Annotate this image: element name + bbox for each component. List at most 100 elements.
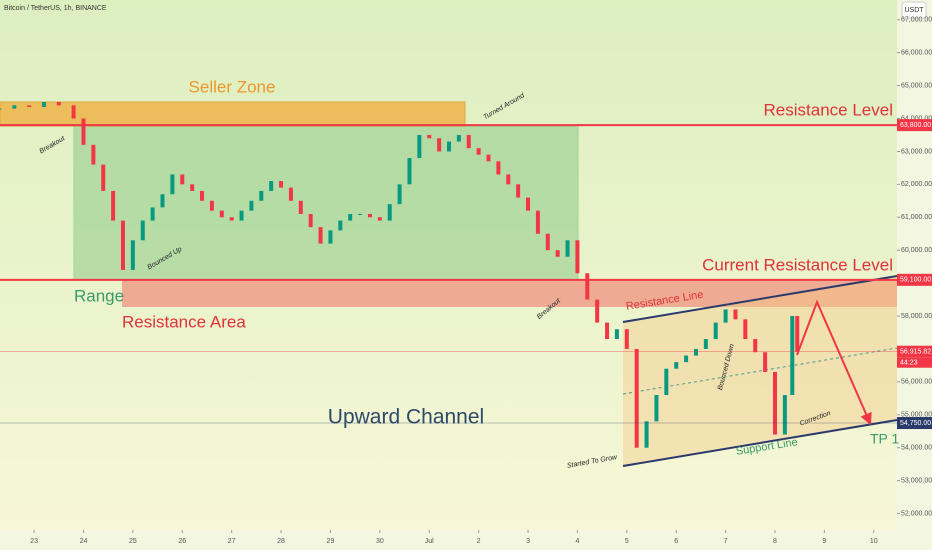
candle: [446, 141, 451, 152]
annotation: Resistance Level: [764, 100, 893, 119]
y-tick-label: 62,000.00: [901, 181, 932, 188]
level-label: 56,915.82: [900, 349, 931, 356]
candle: [733, 309, 738, 320]
candle: [259, 190, 264, 201]
annotation: Seller Zone: [189, 77, 276, 96]
candle: [753, 339, 758, 353]
y-tick-label: 60,000.00: [901, 247, 932, 254]
candle: [170, 174, 175, 195]
x-tick-label: 25: [129, 538, 137, 545]
candle: [308, 213, 313, 228]
candle: [575, 240, 580, 274]
resistance-line: [622, 275, 898, 323]
x-tick-label: 28: [277, 538, 285, 545]
candle: [427, 134, 432, 139]
candle: [288, 187, 293, 201]
candle: [387, 204, 392, 221]
y-tick-label: 66,000.00: [901, 50, 932, 57]
x-tick-label: 26: [178, 538, 186, 545]
y-tick-label: 65,000.00: [901, 82, 932, 89]
candle: [605, 322, 610, 340]
candle: [466, 134, 471, 149]
candle: [407, 158, 412, 185]
candle: [614, 329, 619, 340]
candle: [130, 240, 135, 270]
candle: [565, 240, 570, 257]
y-tick-label: 54,000.00: [901, 445, 932, 452]
candle: [772, 371, 777, 435]
candle: [654, 395, 659, 422]
candle: [516, 184, 521, 198]
candle: [71, 105, 76, 119]
candle: [535, 210, 540, 234]
x-tick-label: 2: [477, 538, 481, 545]
candle: [417, 134, 422, 159]
candle: [318, 227, 323, 244]
countdown-tag: [897, 357, 932, 368]
candle: [526, 197, 531, 211]
level-tag: [897, 119, 932, 132]
channel-mid: [622, 347, 898, 395]
candle: [12, 105, 17, 109]
candle: [496, 161, 501, 175]
candle: [111, 190, 116, 221]
x-tick-label: 6: [674, 538, 678, 545]
candle: [81, 118, 86, 145]
seller-zone: [0, 101, 466, 127]
candle: [723, 309, 728, 323]
x-tick-label: 7: [724, 538, 728, 545]
support-line: [622, 419, 898, 467]
candle: [229, 217, 234, 221]
candle: [209, 200, 214, 211]
candle: [790, 316, 795, 396]
candle: [140, 220, 145, 241]
level-label: 63,800.00: [900, 122, 931, 129]
annotation: TP 1: [870, 431, 900, 447]
candle: [358, 213, 363, 215]
candle: [219, 210, 224, 218]
candle: [150, 207, 155, 221]
x-tick-label: 29: [327, 538, 335, 545]
currency-label: USDT: [904, 7, 924, 14]
candle: [703, 339, 708, 349]
x-tick-label: 4: [575, 538, 579, 545]
x-tick-label: 27: [228, 538, 236, 545]
candle: [348, 213, 353, 221]
candle: [180, 174, 185, 185]
candle: [743, 319, 748, 340]
candle: [200, 190, 205, 201]
x-tick-label: 24: [80, 538, 88, 545]
candle: [664, 368, 669, 396]
x-tick-label: 3: [526, 538, 530, 545]
candle: [684, 355, 689, 363]
candle: [693, 348, 698, 356]
candle: [486, 154, 491, 162]
candle: [585, 273, 590, 300]
y-tick-label: 63,000.00: [901, 148, 932, 155]
candle: [367, 213, 372, 218]
level-label: 54,750.00: [900, 420, 931, 427]
range-zone: [73, 125, 579, 281]
candle: [27, 105, 32, 107]
level-tag: [897, 273, 932, 286]
y-tick-label: 58,000.00: [901, 313, 932, 320]
x-tick-label: 30: [376, 538, 384, 545]
candle: [41, 102, 46, 107]
annotation: Current Resistance Level: [702, 255, 893, 274]
candle: [101, 164, 106, 191]
candle: [239, 210, 244, 221]
annotation: Upward Channel: [328, 406, 484, 429]
candle: [269, 181, 274, 191]
candle: [190, 184, 195, 191]
candle: [763, 352, 768, 372]
candle: [456, 134, 461, 142]
x-tick-label: Jul: [425, 538, 434, 545]
y-tick-label: 55,000.00: [901, 412, 932, 419]
candle: [91, 144, 96, 165]
level-label: 59,100.00: [900, 277, 931, 284]
currency-button[interactable]: [901, 1, 927, 19]
candle: [795, 316, 800, 352]
forecast-arrow: [796, 299, 872, 426]
